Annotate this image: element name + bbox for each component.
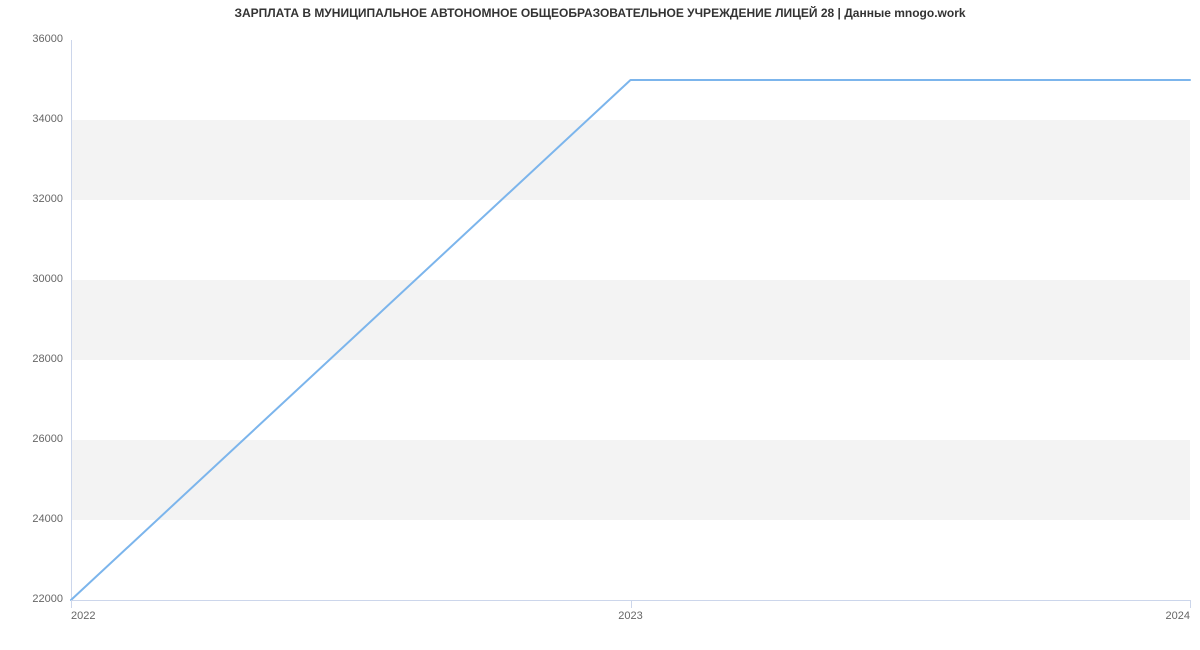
series-line-salary bbox=[71, 80, 1190, 600]
x-tick-mark bbox=[631, 600, 632, 608]
y-tick-label: 26000 bbox=[13, 433, 63, 445]
y-tick-label: 36000 bbox=[13, 33, 63, 45]
salary-line-chart: ЗАРПЛАТА В МУНИЦИПАЛЬНОЕ АВТОНОМНОЕ ОБЩЕ… bbox=[0, 0, 1200, 650]
y-tick-label: 22000 bbox=[13, 593, 63, 605]
x-tick-label: 2022 bbox=[71, 610, 131, 622]
x-tick-label: 2024 bbox=[1130, 610, 1190, 622]
plot-area bbox=[71, 40, 1190, 600]
x-tick-mark bbox=[71, 600, 72, 608]
series-layer bbox=[71, 40, 1190, 600]
y-tick-label: 30000 bbox=[13, 273, 63, 285]
chart-title: ЗАРПЛАТА В МУНИЦИПАЛЬНОЕ АВТОНОМНОЕ ОБЩЕ… bbox=[0, 6, 1200, 20]
y-tick-label: 32000 bbox=[13, 193, 63, 205]
x-tick-mark bbox=[1190, 600, 1191, 608]
x-tick-label: 2023 bbox=[601, 610, 661, 622]
y-tick-label: 34000 bbox=[13, 113, 63, 125]
y-tick-label: 24000 bbox=[13, 513, 63, 525]
y-tick-label: 28000 bbox=[13, 353, 63, 365]
